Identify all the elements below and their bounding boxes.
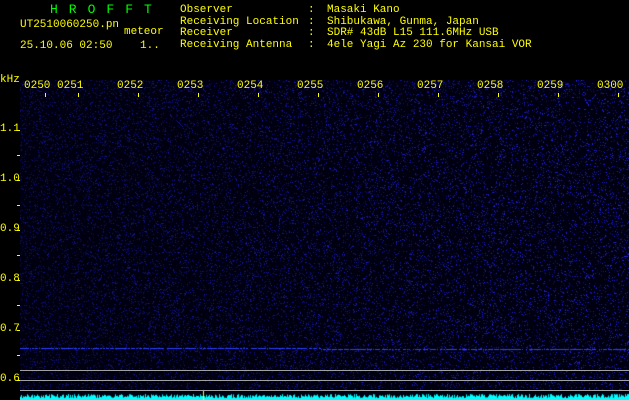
info-label: Observer (180, 5, 233, 16)
x-tick (45, 93, 46, 97)
info-label: Receiving Antenna (180, 40, 292, 51)
x-tick (558, 93, 559, 97)
info-value: SDR# 43dB L15 111.6MHz USB (327, 28, 499, 39)
datetime: 25.10.06 02:50 (20, 41, 112, 52)
count: 1.. (140, 41, 160, 52)
y-minor-tick (17, 155, 20, 156)
x-tick (138, 93, 139, 97)
y-unit: kHz (0, 75, 20, 86)
x-tick-label: 0256 (357, 81, 383, 92)
info-label: Receiver (180, 28, 233, 39)
x-tick-label: 0259 (537, 81, 563, 92)
y-tick (17, 230, 20, 231)
x-tick (78, 93, 79, 97)
y-minor-tick (17, 205, 20, 206)
app-title: HROFFT (50, 3, 163, 16)
x-tick (498, 93, 499, 97)
x-tick (198, 93, 199, 97)
y-minor-tick (17, 355, 20, 356)
x-tick (438, 93, 439, 97)
y-tick (17, 130, 20, 131)
x-tick-label: 0254 (237, 81, 263, 92)
y-tick (17, 280, 20, 281)
x-tick (618, 93, 619, 97)
info-colon: : (308, 28, 315, 39)
guide-line (20, 380, 629, 381)
x-tick-label: 0300 (597, 81, 623, 92)
x-tick-label: 0253 (177, 81, 203, 92)
spectrogram (20, 80, 629, 400)
y-tick (17, 180, 20, 181)
x-tick-label: 0250 (24, 81, 50, 92)
x-tick-label: 0252 (117, 81, 143, 92)
filename: UT2510060250.pn (20, 20, 119, 31)
guide-line (20, 390, 629, 391)
x-tick-label: 0255 (297, 81, 323, 92)
x-tick (318, 93, 319, 97)
x-tick (378, 93, 379, 97)
info-label: Receiving Location (180, 17, 299, 28)
y-minor-tick (17, 255, 20, 256)
info-value: Masaki Kano (327, 5, 400, 16)
guide-line (20, 370, 629, 371)
info-colon: : (308, 5, 315, 16)
x-tick (258, 93, 259, 97)
x-tick-label: 0258 (477, 81, 503, 92)
mode-label: meteor (124, 27, 164, 38)
info-colon: : (308, 40, 315, 51)
info-value: 4ele Yagi Az 230 for Kansai VOR (327, 40, 532, 51)
x-tick-label: 0251 (57, 81, 83, 92)
y-tick (17, 330, 20, 331)
info-value: Shibukawa, Gunma, Japan (327, 17, 479, 28)
info-colon: : (308, 17, 315, 28)
x-tick-label: 0257 (417, 81, 443, 92)
y-minor-tick (17, 305, 20, 306)
